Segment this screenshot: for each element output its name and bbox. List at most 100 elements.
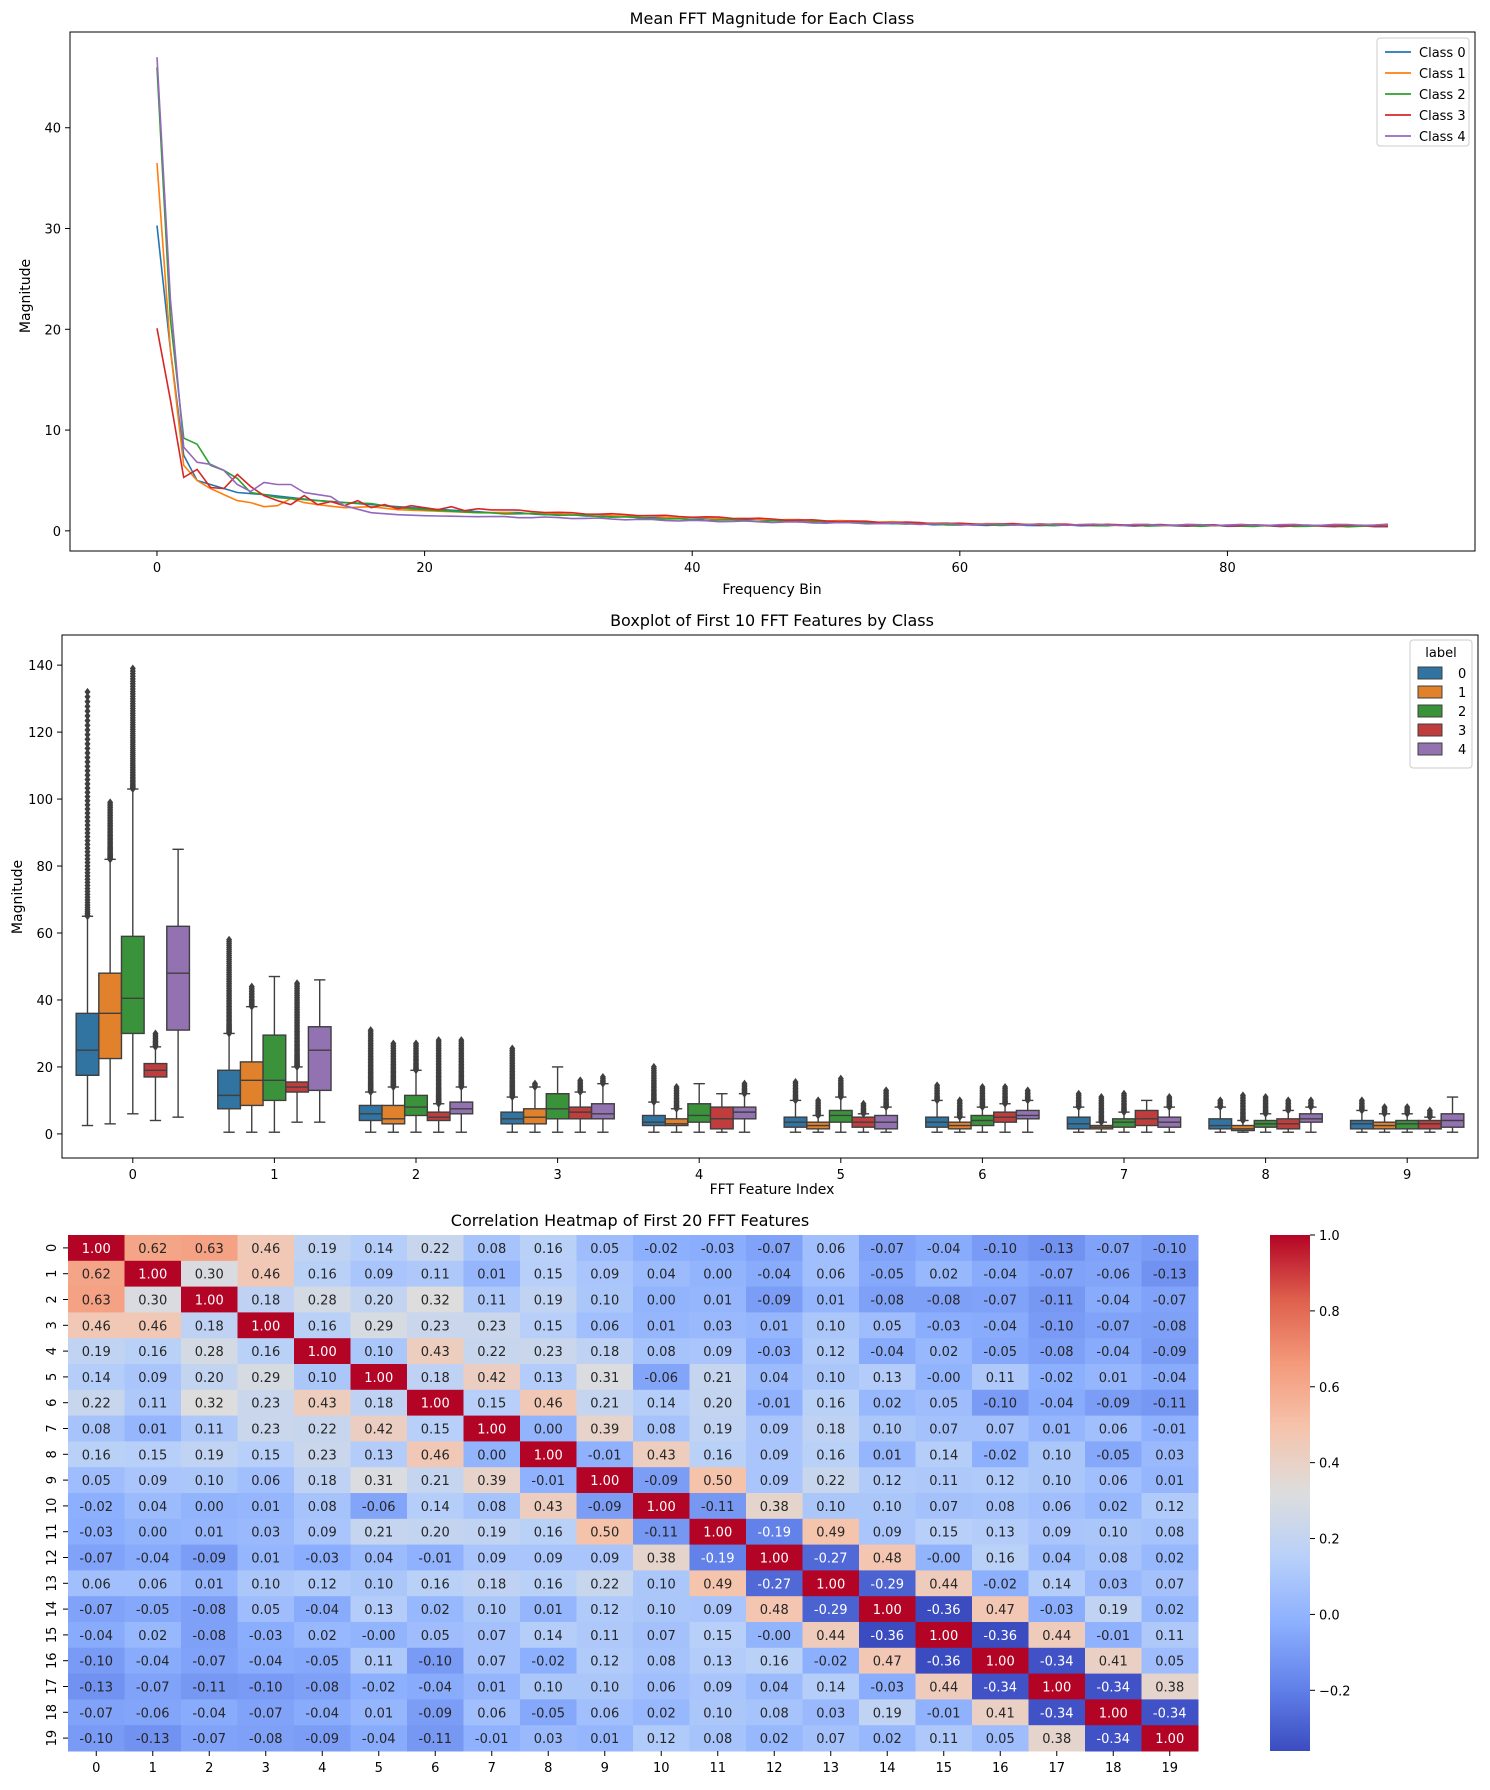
heatmap-cell <box>576 1338 634 1365</box>
heatmap-cell <box>633 1518 690 1546</box>
heatmap-cell-label: -0.10 <box>249 1681 283 1696</box>
heatmap-cell-label: 0.49 <box>703 1577 732 1592</box>
heatmap-cell <box>972 1647 1029 1675</box>
heatmap-cell <box>859 1441 916 1468</box>
box <box>262 1034 287 1102</box>
outlier-marker <box>84 813 91 822</box>
heatmap-cell <box>915 1725 973 1752</box>
y-tick-label: 100 <box>28 793 53 808</box>
heatmap-cell <box>124 1364 182 1391</box>
heatmap-cell <box>802 1647 860 1675</box>
heatmap-cell-label: 0.02 <box>421 1603 450 1618</box>
heatmap-cell <box>350 1312 408 1339</box>
x-tick-label: 19 <box>1161 1761 1178 1776</box>
outlier-marker <box>84 779 91 788</box>
y-tick-label: 40 <box>44 122 61 137</box>
heatmap-cell <box>802 1441 860 1468</box>
heatmap-cell-label: 0.13 <box>703 1655 732 1670</box>
heatmap-cell <box>520 1647 577 1675</box>
heatmap-cell <box>124 1596 182 1623</box>
y-tick-label: 12 <box>45 1549 60 1566</box>
heatmap-cell <box>859 1467 916 1494</box>
heatmap-cell <box>68 1673 125 1700</box>
heatmap-cell-label: 0.14 <box>929 1448 958 1463</box>
box <box>1134 1109 1159 1127</box>
heatmap-cell-label: 0.43 <box>534 1500 563 1515</box>
heatmap-cell <box>463 1699 521 1726</box>
heatmap-cell-label: 1.00 <box>1042 1681 1071 1696</box>
heatmap-cell-label: 0.04 <box>364 1552 393 1567</box>
heatmap-cell-label: -0.34 <box>1040 1706 1074 1721</box>
outlier-marker <box>84 805 91 814</box>
heatmap-cell-label: -0.34 <box>1040 1655 1074 1670</box>
heatmap-cell <box>237 1364 295 1391</box>
heatmap-cell <box>463 1467 521 1494</box>
heatmap-cell-label: 0.14 <box>82 1371 111 1386</box>
heatmap-cell-label: 0.38 <box>760 1500 789 1515</box>
heatmap-cell-label: -0.09 <box>1153 1345 1187 1360</box>
outlier-marker <box>883 1086 890 1095</box>
heatmap-cell-label: -0.34 <box>1096 1732 1130 1747</box>
heatmap-cell <box>181 1699 238 1726</box>
heatmap-cell <box>520 1338 577 1365</box>
heatmap-cell <box>237 1415 295 1442</box>
heatmap-cell <box>576 1699 634 1726</box>
heatmap-cell-label: 0.06 <box>1099 1423 1128 1438</box>
outlier-marker <box>84 721 91 730</box>
heatmap-cell <box>802 1518 860 1546</box>
outlier-marker <box>599 1072 606 1081</box>
heatmap-cell-label: -0.01 <box>757 1397 791 1412</box>
heatmap-cell-label: 0.15 <box>929 1526 958 1541</box>
heatmap-cell <box>237 1673 295 1700</box>
heatmap-cell <box>68 1235 125 1262</box>
y-tick-label: 20 <box>44 323 61 338</box>
heatmap-cell <box>746 1596 803 1623</box>
heatmap-cell-label: 0.20 <box>703 1397 732 1412</box>
heatmap-cell-label: -0.03 <box>305 1552 339 1567</box>
heatmap-cell-label: 0.19 <box>308 1242 337 1257</box>
line-chart-xlabel: Frequency Bin <box>722 582 821 598</box>
legend-swatch <box>1417 685 1443 699</box>
y-tick-label: 17 <box>45 1678 60 1695</box>
heatmap-cell <box>181 1518 238 1546</box>
heatmap-cell <box>915 1338 973 1365</box>
colorbar-tick-label: 0.0 <box>1319 1608 1340 1623</box>
heatmap-cell-label: 0.02 <box>308 1629 337 1644</box>
outlier-marker <box>435 1036 442 1045</box>
heatmap-cell <box>633 1364 690 1391</box>
heatmap-cell-label: 1.00 <box>195 1294 224 1309</box>
heatmap-cell <box>181 1493 238 1520</box>
heatmap-cell <box>520 1415 577 1442</box>
heatmap-cell <box>1141 1725 1199 1752</box>
heatmap-cell <box>859 1415 916 1442</box>
y-tick-label: 6 <box>45 1399 60 1407</box>
heatmap-cell-label: -0.27 <box>757 1577 791 1592</box>
heatmap-cell-label: 0.16 <box>703 1448 732 1463</box>
heatmap-cell <box>859 1389 916 1417</box>
box <box>1208 1118 1233 1130</box>
heatmap-cell-label: 0.13 <box>364 1603 393 1618</box>
heatmap-cell <box>972 1596 1029 1623</box>
heatmap-cell <box>576 1622 634 1649</box>
heatmap-cell-label: 0.06 <box>138 1577 167 1592</box>
heatmap-cell-label: -0.27 <box>814 1552 848 1567</box>
heatmap-cell <box>576 1312 634 1339</box>
heatmap-cell <box>576 1647 634 1675</box>
heatmap-cell-label: 0.05 <box>929 1397 958 1412</box>
series-line-class-1 <box>156 162 1389 528</box>
heatmap-cell <box>746 1699 803 1726</box>
heatmap-cell-label: 0.01 <box>251 1500 280 1515</box>
heatmap-cell <box>350 1260 408 1288</box>
colorbar-tick-label: 0.6 <box>1319 1381 1340 1396</box>
heatmap-cell-label: 0.23 <box>477 1319 506 1334</box>
heatmap-cell-label: 1.00 <box>534 1448 563 1463</box>
heatmap-cell-label: -0.09 <box>1096 1397 1130 1412</box>
heatmap-cell <box>859 1622 916 1649</box>
heatmap-cell <box>68 1312 125 1339</box>
heatmap-cell-label: -0.04 <box>136 1655 170 1670</box>
outlier-marker <box>84 748 91 757</box>
heatmap-cell-label: -0.05 <box>1096 1448 1130 1463</box>
heatmap-cell <box>633 1312 690 1339</box>
heatmap-cell <box>746 1725 803 1752</box>
heatmap-cell-label: 0.06 <box>251 1474 280 1489</box>
